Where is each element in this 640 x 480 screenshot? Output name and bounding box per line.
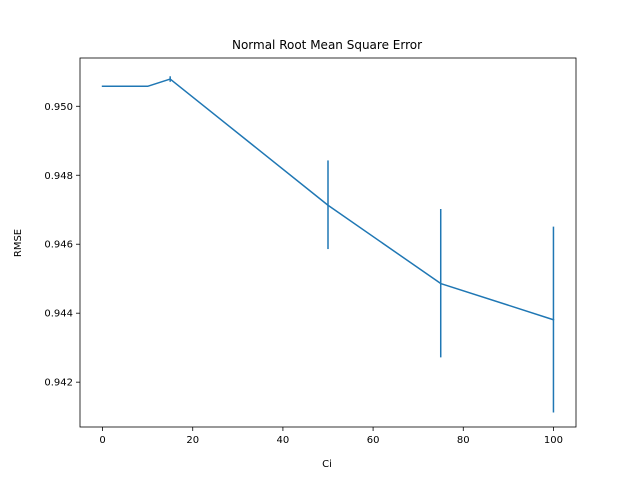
x-tick-label: 20 [186, 435, 199, 446]
y-axis-label: RMSE [13, 229, 24, 257]
plot-area: 0 20 40 60 80 100 0.942 0.944 0.946 0.948 0.950 [44, 57, 577, 446]
x-axis-label: Ci [322, 459, 332, 470]
x-tick-label: 60 [367, 435, 380, 446]
y-tick-label: 0.942 [44, 378, 73, 389]
x-tick-label: 80 [457, 435, 470, 446]
y-tick-label: 0.950 [44, 102, 73, 113]
y-tick-label: 0.948 [44, 171, 73, 182]
x-tick-label: 40 [277, 435, 290, 446]
x-tick-label: 0 [99, 435, 105, 446]
chart-title: Normal Root Mean Square Error [232, 38, 422, 52]
y-tick-label: 0.944 [44, 309, 73, 320]
y-tick-label: 0.946 [44, 240, 73, 251]
series-line [101, 78, 555, 321]
x-tick-label: 100 [544, 435, 563, 446]
plot-frame [79, 57, 577, 428]
